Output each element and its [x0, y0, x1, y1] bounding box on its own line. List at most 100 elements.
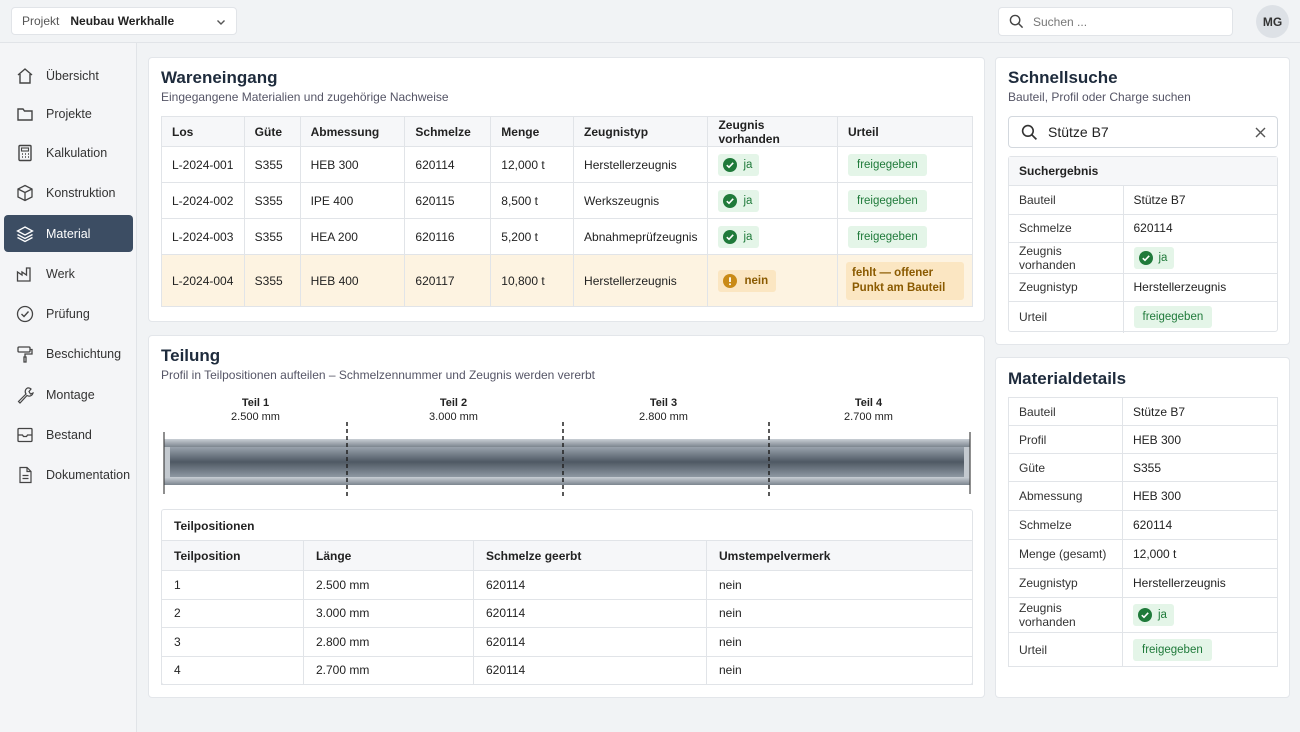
sidebar-item-label: Bestand — [46, 427, 92, 442]
detail-key: Abmessung — [1008, 481, 1123, 511]
beam-end-right — [964, 447, 970, 477]
sidebar-item-werk[interactable]: Werk — [4, 255, 133, 292]
check-circle-icon — [1138, 250, 1153, 265]
detail-value: Herstellerzeugnis — [1122, 568, 1278, 598]
cell-schmelze: 620116 — [404, 218, 492, 255]
check-circle-icon — [723, 157, 738, 172]
beam-split-diagram[interactable] — [163, 422, 973, 498]
sidebar-item-uebersicht[interactable]: Übersicht — [4, 57, 133, 94]
col-header[interactable]: Menge — [490, 116, 575, 147]
col-header[interactable]: Schmelze geerbt — [473, 540, 707, 571]
cell-urteil: fehlt — offener Punkt am Bauteil — [837, 254, 973, 307]
sidebar-item-beschichtung[interactable]: Beschichtung — [4, 335, 133, 372]
cell-los: L-2024-001 — [161, 146, 245, 183]
cell-position: 3 — [161, 627, 304, 657]
part-length: 2.700 mm — [844, 411, 893, 423]
table-row[interactable]: 4 2.700 mm 620114 nein — [161, 656, 973, 685]
detail-value: 620114 — [1122, 510, 1278, 540]
part-name: Teil 4 — [854, 397, 883, 409]
cell-zeugnistyp: Abnahmeprüfzeugnis — [573, 218, 709, 255]
cell-zeugnistyp: Herstellerzeugnis — [573, 146, 709, 183]
sidebar-item-label: Werk — [46, 266, 75, 281]
split-title: Teilung — [161, 346, 221, 365]
detail-key: Menge (gesamt) — [1008, 539, 1123, 569]
table-row[interactable]: 2 3.000 mm 620114 nein — [161, 599, 973, 628]
detail-row: Güte S355 — [1008, 453, 1278, 482]
sidebar-item-kalkulation[interactable]: Kalkulation — [4, 134, 133, 171]
col-header[interactable]: Schmelze — [404, 116, 492, 147]
cell-zeugnis: ja — [707, 182, 838, 219]
cell-heat: 620114 — [473, 599, 707, 628]
table-row[interactable]: L-2024-003 S355 HEA 200 620116 5,200 t A… — [161, 218, 973, 255]
table-row[interactable]: L-2024-001 S355 HEB 300 620114 12,000 t … — [161, 146, 973, 183]
result-key: Schmelze — [1009, 214, 1124, 243]
col-header[interactable]: Länge — [303, 540, 474, 571]
result-row: Schmelze 620114 — [1009, 214, 1277, 243]
detail-value: Stütze B7 — [1122, 397, 1278, 426]
col-header[interactable]: Güte — [244, 116, 301, 147]
part-length: 2.800 mm — [639, 411, 688, 423]
quicksearch-card: Schnellsuche Bauteil, Profil oder Charge… — [995, 57, 1290, 345]
search-result-title: Suchergebnis — [1009, 157, 1277, 186]
detail-row: Profil HEB 300 — [1008, 425, 1278, 454]
cell-zeugnistyp: Herstellerzeugnis — [573, 254, 709, 307]
quicksearch-input[interactable]: Stütze B7 — [1008, 116, 1278, 148]
avatar[interactable]: MG — [1256, 5, 1289, 38]
detail-value: S355 — [1122, 453, 1278, 482]
col-header[interactable]: Urteil — [837, 116, 973, 147]
incoming-goods-card: Wareneingang Eingegangene Materialien un… — [148, 57, 985, 322]
certificate-status-text: nein — [744, 274, 769, 287]
cell-los: L-2024-003 — [161, 218, 245, 255]
cell-stamp: nein — [706, 599, 973, 628]
cell-menge: 10,800 t — [490, 254, 575, 307]
certificate-yes-badge: ja — [718, 225, 760, 248]
sidebar-item-label: Material — [46, 226, 91, 241]
col-header[interactable]: Teilposition — [161, 540, 304, 571]
home-icon — [15, 66, 35, 86]
check-circle-icon — [723, 229, 738, 244]
detail-key: Zeugnis vorhanden — [1008, 597, 1123, 633]
col-header[interactable]: Los — [161, 116, 245, 147]
cell-length: 3.000 mm — [303, 599, 474, 628]
folder-icon — [15, 104, 35, 124]
cell-stamp: nein — [706, 570, 973, 600]
project-selector[interactable]: Projekt Neubau Werkhalle — [11, 7, 237, 35]
sidebar-item-label: Dokumentation — [46, 467, 131, 482]
detail-value: ja — [1158, 609, 1167, 621]
incoming-title: Wareneingang — [161, 68, 278, 87]
material-details-card: Materialdetails Bauteil Stütze B7 Profil H… — [995, 357, 1290, 698]
cell-position: 4 — [161, 656, 304, 685]
table-row[interactable]: L-2024-002 S355 IPE 400 620115 8,500 t W… — [161, 182, 973, 219]
cell-zeugnis: ja — [707, 218, 838, 255]
sidebar-item-montage[interactable]: Montage — [4, 376, 133, 413]
col-header[interactable]: Zeugnistyp — [573, 116, 709, 147]
beam-top-flange — [164, 439, 970, 447]
wrench-icon — [15, 385, 35, 405]
cell-length: 2.500 mm — [303, 570, 474, 600]
col-header[interactable]: Abmessung — [300, 116, 406, 147]
table-header-row: Teilposition Länge Schmelze geerbt Umste… — [161, 540, 973, 571]
col-header[interactable]: Umstempelvermerk — [706, 540, 973, 571]
sidebar-item-pruefung[interactable]: Prüfung — [4, 295, 133, 332]
sidebar-item-bestand[interactable]: Bestand — [4, 416, 133, 453]
positions-title: Teilpositionen — [174, 519, 255, 533]
table-row[interactable]: 1 2.500 mm 620114 nein — [161, 570, 973, 600]
calculator-icon — [15, 143, 35, 163]
cell-urteil: freigegeben — [837, 146, 973, 183]
sidebar-item-projekte[interactable]: Projekte — [4, 95, 133, 132]
sidebar-item-dokumentation[interactable]: Dokumentation — [4, 456, 133, 493]
sidebar-item-material[interactable]: Material — [4, 215, 133, 252]
table-row[interactable]: L-2024-004 S355 HEB 400 620117 10,800 t … — [161, 254, 973, 307]
col-header[interactable]: Zeugnis vorhanden — [707, 116, 838, 147]
status-badge-warning: fehlt — offener Punkt am Bauteil — [846, 261, 964, 300]
global-search-input[interactable]: Suchen ... — [998, 7, 1233, 36]
sidebar-item-konstruktion[interactable]: Konstruktion — [4, 174, 133, 211]
incoming-subtitle: Eingegangene Materialien und zugehörige … — [161, 90, 449, 104]
sidebar-item-label: Beschichtung — [46, 346, 122, 361]
clear-icon[interactable] — [1255, 127, 1266, 138]
table-row[interactable]: 3 2.800 mm 620114 nein — [161, 627, 973, 657]
check-circle-icon — [15, 304, 35, 324]
detail-row: Urteil freigegeben — [1008, 632, 1278, 667]
project-label: Projekt — [22, 14, 60, 28]
cell-abmessung: HEB 300 — [300, 146, 406, 183]
